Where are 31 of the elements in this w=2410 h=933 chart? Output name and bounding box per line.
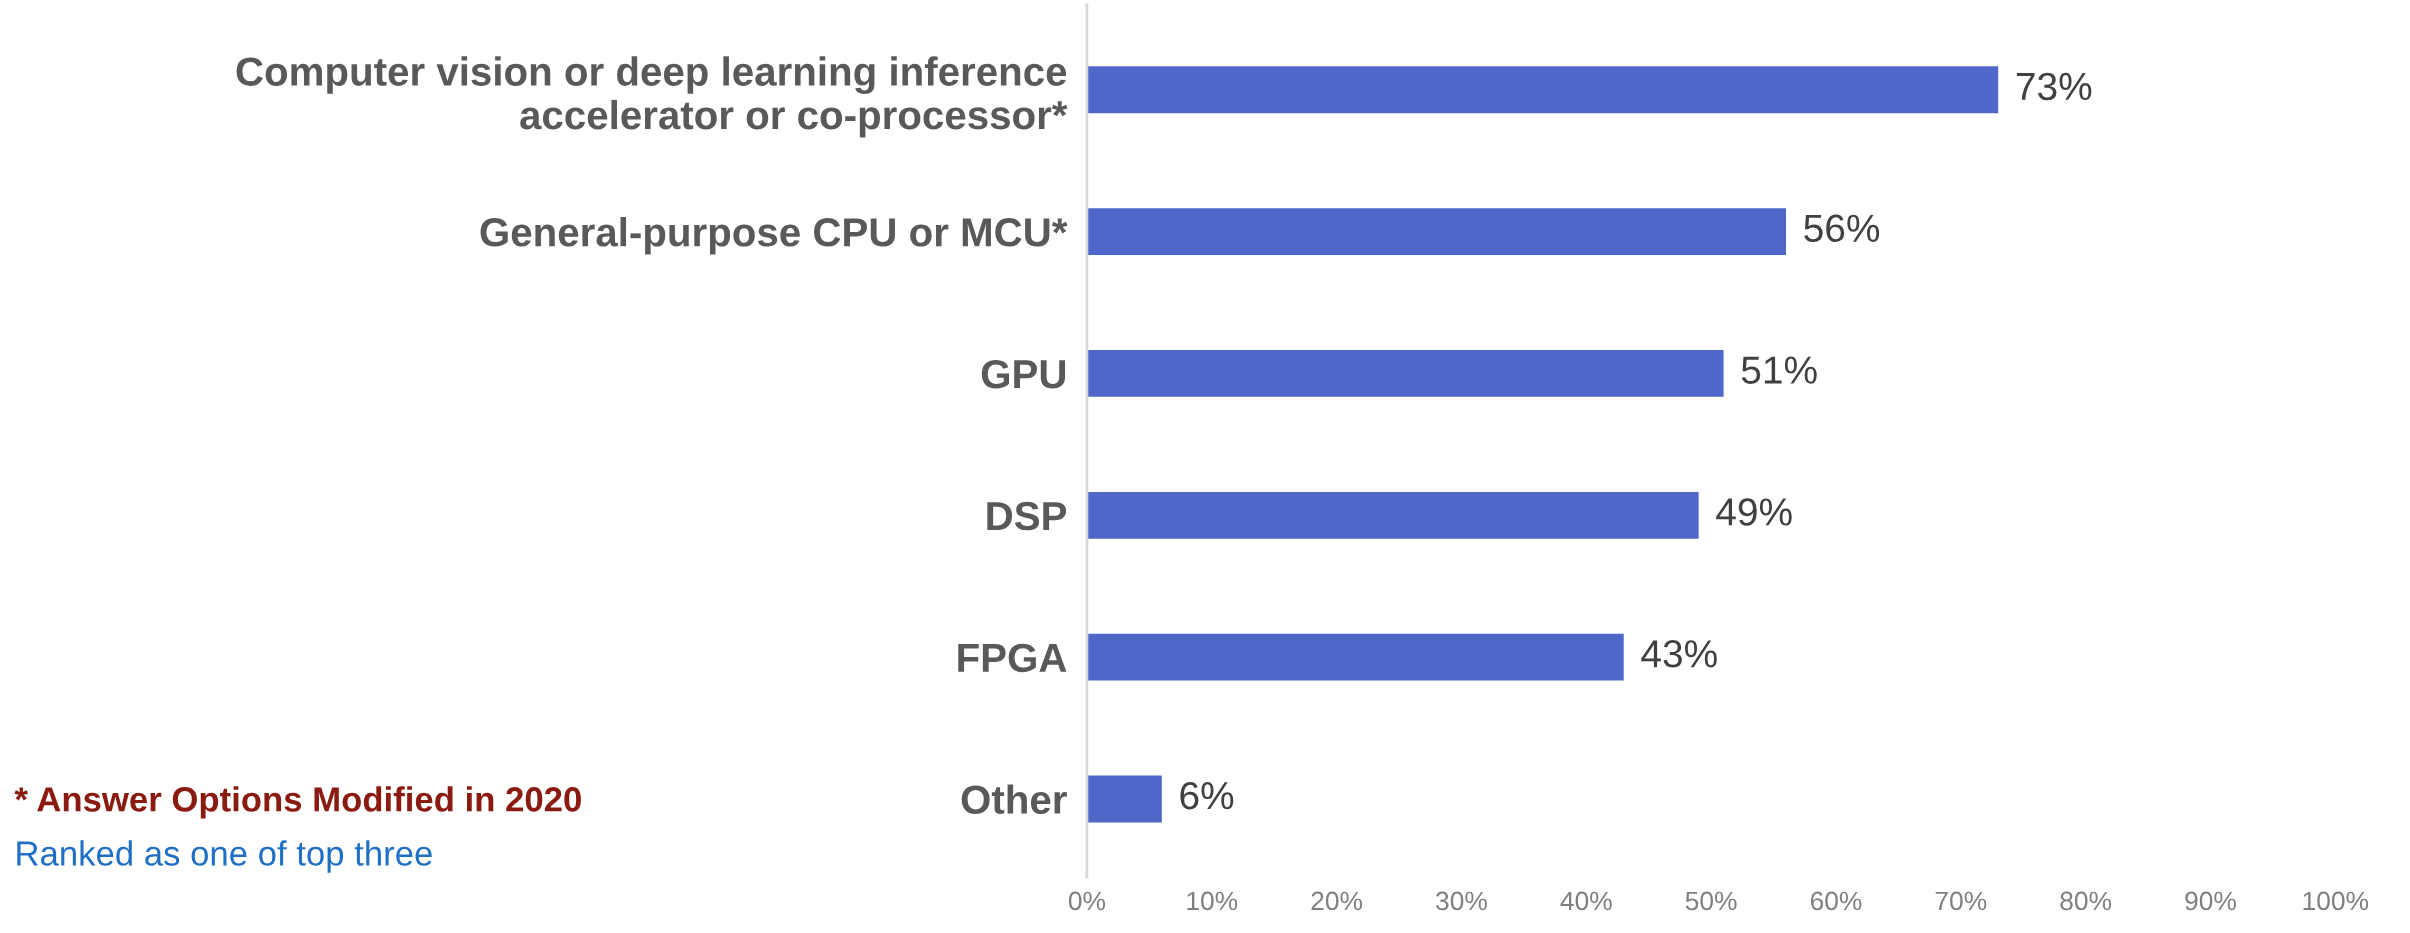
data-label: 49% <box>1716 498 1792 526</box>
y-tick-label: Other <box>961 784 1067 814</box>
x-tick-label: 60% <box>1810 891 1862 911</box>
data-label: 73% <box>2016 72 2092 101</box>
x-tick-label: 70% <box>1935 891 1987 911</box>
x-tick-label: 10% <box>1187 891 1238 911</box>
bar <box>1086 350 1724 397</box>
data-label: 6% <box>1180 781 1234 810</box>
bar <box>1086 775 1162 823</box>
x-tick-label: 90% <box>2185 891 2236 911</box>
bar <box>1086 633 1624 681</box>
y-tick-label: FPGA <box>958 643 1067 673</box>
x-tick-label: 50% <box>1685 891 1737 911</box>
x-tick-label: 40% <box>1560 891 1612 911</box>
data-label: 51% <box>1741 356 1817 384</box>
x-tick-label: 20% <box>1311 891 1363 911</box>
y-tick-label: General-purpose CPU or MCU* <box>480 217 1068 255</box>
y-tick-label: GPU <box>981 359 1065 389</box>
x-tick-label: 0% <box>1068 891 1106 911</box>
bar <box>1086 66 1999 114</box>
x-tick-label: 30% <box>1436 891 1487 911</box>
y-tick-label: Computer vision or deep learning inference accelerator or co-processor* <box>236 56 1068 138</box>
x-tick-label: 80% <box>2060 891 2112 911</box>
bar <box>1086 491 1699 539</box>
data-label: 43% <box>1641 640 1717 668</box>
x-tick-label: 100% <box>2303 891 2369 911</box>
text: Ranked as one of top three <box>17 840 432 873</box>
y-tick-label: DSP <box>987 501 1067 531</box>
text: * Answer Options Modified in 2020 <box>14 786 581 819</box>
data-label: 56% <box>1804 214 1880 243</box>
bar <box>1086 208 1786 256</box>
